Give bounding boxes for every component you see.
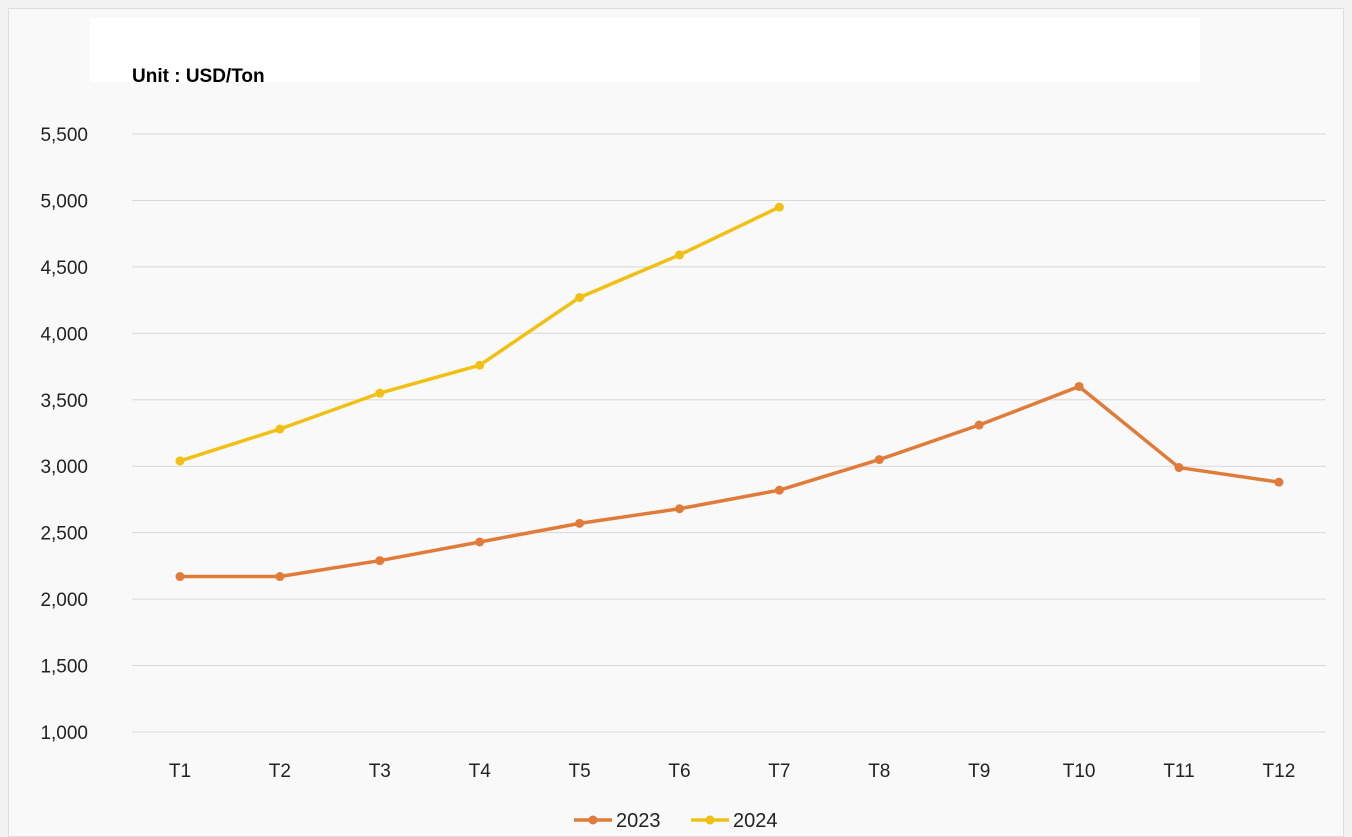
data-point	[475, 537, 485, 547]
data-point	[675, 250, 684, 260]
legend-item-2023: 2023	[574, 810, 661, 832]
legend-item-2024: 2024	[691, 810, 778, 832]
data-point	[874, 455, 884, 465]
x-tick-label: T5	[569, 761, 591, 782]
y-tick-label: 3,500	[40, 391, 88, 412]
x-tick-label: T7	[768, 761, 790, 782]
data-point	[175, 456, 185, 466]
legend-swatch-marker	[705, 815, 715, 825]
y-tick-label: 3,000	[40, 457, 88, 478]
x-tick-label: T2	[269, 761, 291, 782]
x-axis-ticks: T1 T2 T3 T4 T5 T6 T7 T8 T9 T10 T11 T12	[169, 761, 1295, 782]
gridlines	[132, 133, 1326, 733]
x-tick-label: T4	[469, 761, 492, 782]
x-tick-label: T1	[169, 761, 191, 782]
unit-label: Unit : USD/Ton	[132, 66, 265, 87]
series-2023	[175, 381, 1284, 582]
data-point	[575, 292, 585, 302]
data-point	[275, 572, 285, 582]
data-point	[375, 556, 385, 566]
y-tick-label: 5,500	[40, 125, 88, 146]
data-point	[675, 504, 684, 514]
data-point	[774, 485, 784, 495]
legend-swatch-marker	[588, 815, 598, 825]
data-point	[275, 424, 285, 434]
legend-label: 2023	[616, 810, 661, 832]
data-point	[575, 518, 585, 528]
x-tick-label: T8	[868, 761, 890, 782]
data-point	[774, 202, 784, 212]
y-tick-label: 2,500	[40, 524, 88, 545]
series-line	[178, 205, 782, 463]
series	[175, 202, 1284, 582]
y-tick-label: 2,000	[40, 590, 88, 611]
legend: 2023 2024	[574, 810, 778, 832]
data-point	[974, 420, 984, 430]
y-tick-label: 5,000	[40, 191, 88, 212]
unit-label-background	[90, 18, 1200, 82]
y-axis-ticks: 1,000 1,500 2,000 2,500 3,000 3,500 4,000 4,500…	[40, 125, 88, 744]
y-tick-label: 4,500	[40, 258, 88, 279]
data-point	[1274, 477, 1284, 487]
y-tick-label: 1,500	[40, 657, 88, 678]
data-point	[1074, 381, 1084, 391]
data-point	[375, 388, 385, 398]
data-point	[175, 572, 185, 582]
legend-label: 2024	[733, 810, 778, 832]
x-tick-label: T6	[668, 761, 690, 782]
data-point	[1174, 463, 1184, 473]
x-tick-label: T9	[968, 761, 990, 782]
series-2024	[175, 202, 784, 466]
data-point	[475, 360, 485, 370]
y-tick-label: 1,000	[40, 723, 88, 744]
x-tick-label: T11	[1163, 761, 1194, 782]
x-tick-label: T3	[369, 761, 391, 782]
x-tick-label: T10	[1063, 761, 1096, 782]
x-tick-label: T12	[1263, 761, 1296, 782]
y-tick-label: 4,000	[40, 324, 88, 345]
series-line	[178, 384, 1281, 579]
